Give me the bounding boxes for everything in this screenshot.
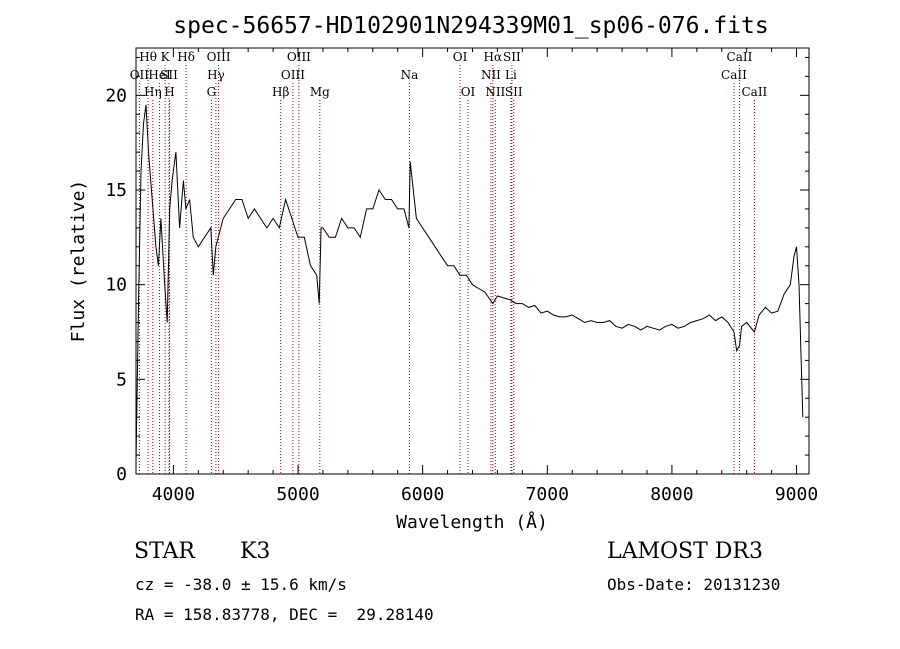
line-label-h-9: Hγ bbox=[207, 68, 225, 82]
emission-line-markers: OIIHθHηHeIKSIIHHδGHγOIIIHβOIIIOIIIMgNaOI… bbox=[130, 50, 768, 474]
obs-date: Obs-Date: 20131230 bbox=[607, 575, 781, 594]
line-label-h-7: Hδ bbox=[177, 50, 195, 64]
line-label-li-21: Li bbox=[505, 68, 517, 82]
line-label-sii-22: SII bbox=[503, 50, 521, 64]
x-tick-label: 9000 bbox=[775, 484, 818, 505]
x-tick-label: 5000 bbox=[276, 484, 319, 505]
plot-frame bbox=[135, 47, 810, 475]
y-axis-label: Flux (relative) bbox=[68, 180, 89, 343]
x-tick-label: 4000 bbox=[152, 484, 195, 505]
line-label-h-2: Hη bbox=[144, 85, 162, 99]
survey-name: LAMOST DR3 bbox=[607, 539, 763, 564]
y-axis-ticks: 0 5 10 15 20 bbox=[105, 56, 809, 485]
x-axis-ticks: 4000 5000 6000 7000 8000 9000 bbox=[152, 48, 818, 505]
line-label-k-4: K bbox=[161, 50, 171, 64]
y-tick-label: 10 bbox=[105, 275, 127, 296]
line-label-nii-18: NII bbox=[481, 68, 501, 82]
line-label-h-19: Hα bbox=[484, 50, 503, 64]
line-label-h-6: H bbox=[164, 85, 174, 99]
line-label-sii-23: SII bbox=[505, 85, 523, 99]
y-tick-label: 5 bbox=[116, 369, 127, 390]
line-label-mg-14: Mg bbox=[310, 85, 330, 99]
line-label-caii-25: CaII bbox=[727, 50, 753, 64]
line-label-nii-20: NII bbox=[485, 85, 505, 99]
line-label-oi-16: OI bbox=[453, 50, 468, 64]
chart-title: spec-56657-HD102901N294339M01_sp06-076.f… bbox=[173, 13, 768, 39]
line-label-oiii-10: OIII bbox=[207, 50, 231, 64]
flux-spectrum-line bbox=[135, 104, 804, 465]
x-tick-label: 6000 bbox=[401, 484, 444, 505]
y-tick-label: 15 bbox=[105, 180, 127, 201]
line-label-oii-0: OII bbox=[130, 68, 150, 82]
line-label-oi-17: OI bbox=[461, 85, 476, 99]
redshift-value: cz = -38.0 ± 15.6 km/s bbox=[135, 575, 347, 594]
line-label-oiii-13: OIII bbox=[287, 50, 311, 64]
coordinates: RA = 158.83778, DEC = 29.28140 bbox=[135, 605, 434, 624]
x-tick-label: 8000 bbox=[650, 484, 693, 505]
line-label-oiii-12: OIII bbox=[281, 68, 305, 82]
x-axis-label: Wavelength (Å) bbox=[396, 511, 548, 533]
line-label-caii-26: CaII bbox=[741, 85, 767, 99]
object-type: STAR bbox=[134, 539, 195, 564]
line-label-caii-24: CaII bbox=[721, 68, 747, 82]
line-label-sii-5: SII bbox=[160, 68, 178, 82]
line-label-na-15: Na bbox=[401, 68, 419, 82]
line-label-g-8: G bbox=[207, 85, 217, 99]
x-tick-label: 7000 bbox=[526, 484, 569, 505]
y-tick-label: 20 bbox=[105, 85, 127, 106]
line-label-h-11: Hβ bbox=[272, 85, 289, 99]
line-label-h-1: Hθ bbox=[139, 50, 157, 64]
spectral-subclass: K3 bbox=[240, 539, 271, 564]
y-tick-label: 0 bbox=[116, 464, 127, 485]
